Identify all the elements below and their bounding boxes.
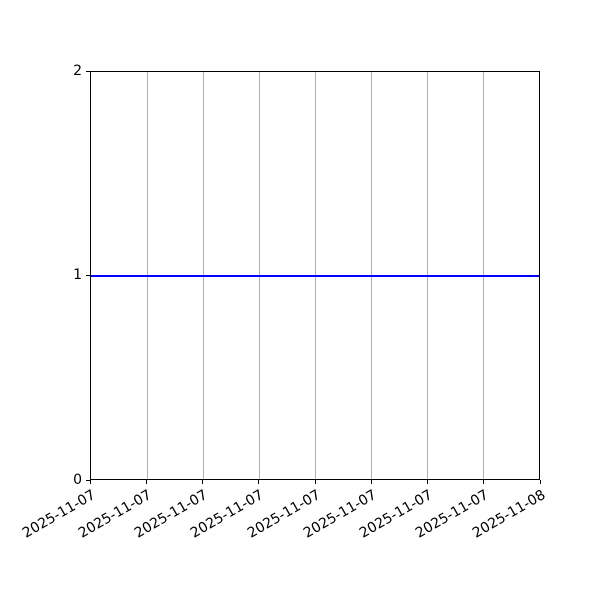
y-tick-label: 0	[73, 471, 82, 488]
x-tick-mark	[145, 480, 147, 484]
series-line-constant-line	[91, 274, 539, 277]
x-tick-mark	[427, 480, 428, 484]
x-tick-mark	[370, 480, 372, 484]
y-tick-label: 1	[73, 267, 82, 283]
x-tick-mark	[258, 480, 260, 484]
plot-area	[90, 71, 540, 480]
y-tick-mark	[86, 479, 90, 481]
y-tick-label: 2	[73, 62, 82, 79]
x-tick-mark	[539, 480, 541, 484]
x-tick-mark	[314, 480, 316, 484]
y-tick-mark	[86, 70, 90, 72]
x-tick-mark	[483, 480, 485, 484]
y-tick-mark	[86, 275, 90, 276]
x-tick-mark	[89, 480, 91, 484]
x-tick-mark	[202, 480, 203, 484]
